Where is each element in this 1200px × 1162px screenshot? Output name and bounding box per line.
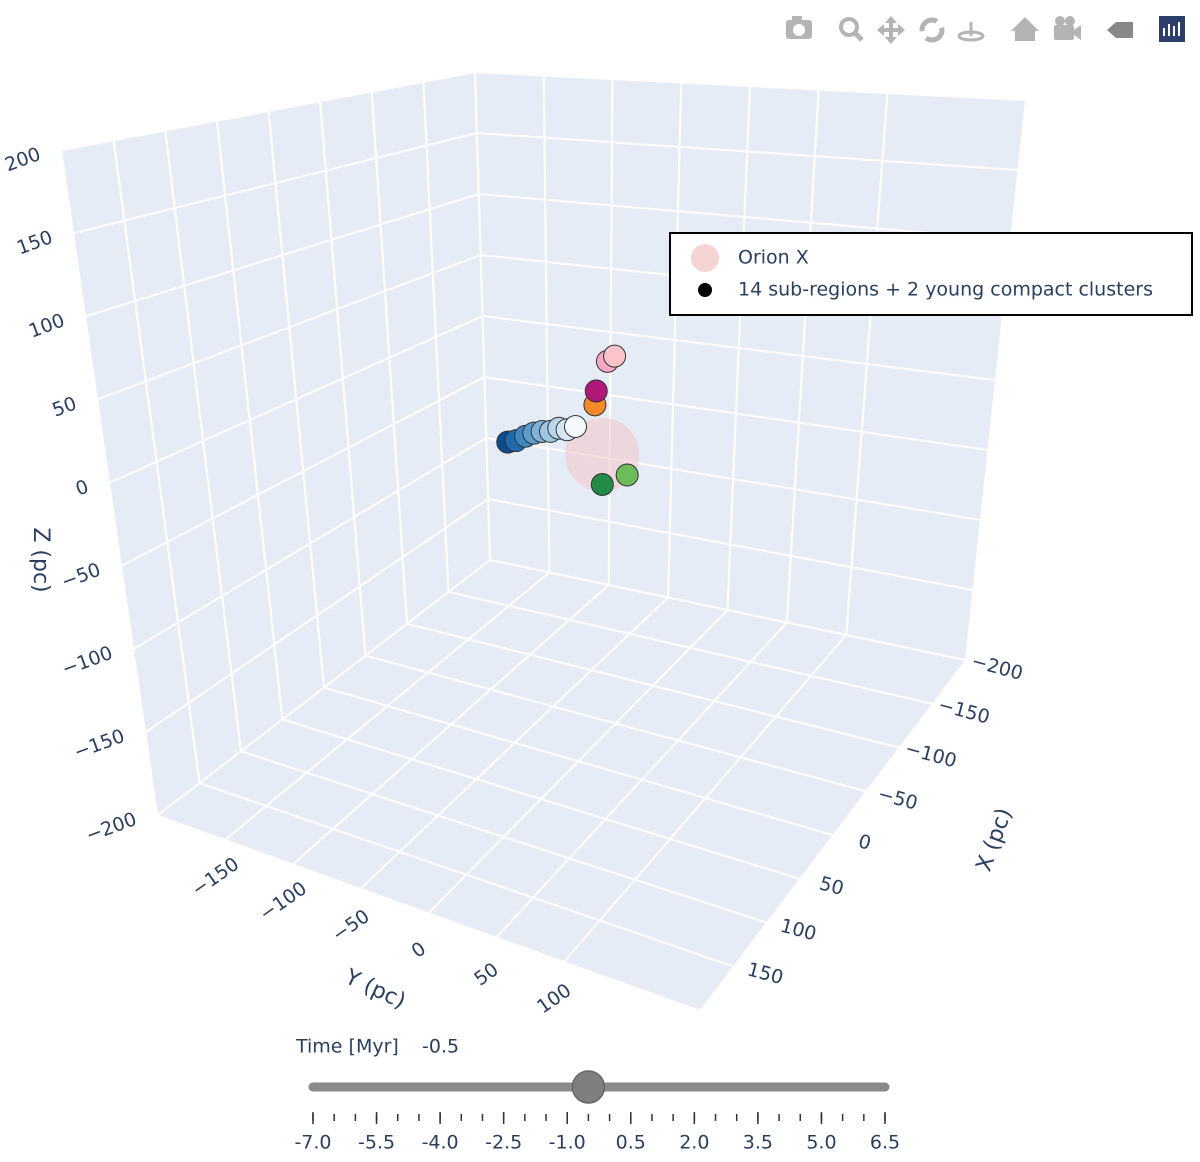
slider-tick-label: 2.0	[679, 1132, 709, 1154]
slider-tick-label: -5.5	[358, 1132, 395, 1154]
default-camera-button[interactable]	[1054, 16, 1081, 40]
zoom-button[interactable]	[839, 17, 864, 42]
grid-line	[496, 621, 788, 938]
x-tick-label: −50	[876, 783, 920, 815]
pan-button[interactable]	[877, 16, 905, 44]
turntable-button[interactable]	[957, 22, 985, 42]
y-tick-label: 0	[407, 938, 430, 963]
point	[615, 463, 639, 487]
slider-tick-label: 3.5	[743, 1132, 773, 1154]
grid-line	[133, 437, 487, 650]
x-tick-label: 100	[778, 915, 819, 946]
y-tick-label: −150	[188, 853, 243, 901]
scene: −200−150−100−50050100150−150−100−5005010…	[2, 71, 1026, 1018]
x-tick-label: 0	[856, 830, 873, 854]
y-tick-label: 50	[470, 959, 502, 991]
grid-line	[85, 193, 480, 318]
slider-tick-label: -2.5	[485, 1132, 522, 1154]
legend: Orion X 14 sub-regions + 2 young compact…	[669, 232, 1193, 316]
slider-tick-label: -4.0	[422, 1132, 459, 1154]
home-button[interactable]	[1011, 17, 1039, 41]
legend-box	[669, 232, 1193, 316]
grid-line	[563, 634, 848, 962]
camera-button[interactable]	[786, 16, 812, 39]
slider-handle[interactable]	[571, 1070, 606, 1104]
grid-line	[360, 596, 669, 889]
grid-line	[476, 132, 1018, 171]
grid-line	[489, 559, 966, 661]
z-tick-label: −100	[59, 642, 116, 681]
z-tick-label: −200	[83, 808, 140, 847]
slider-current-value: -0.5	[422, 1036, 459, 1058]
x-tick-label: −150	[936, 694, 992, 729]
point	[584, 379, 608, 403]
slider: Time [Myr] -0.5 -7.0 -5.5 -4.0 -2.5 -1.0 0.5 2…	[294, 1036, 900, 1154]
hover-button[interactable]	[1107, 22, 1133, 38]
slider-tick-label: 5.0	[806, 1132, 836, 1154]
grid-line	[292, 584, 610, 865]
floor	[158, 560, 965, 1010]
slider-tick-label: -1.0	[549, 1132, 586, 1154]
orbit-button[interactable]	[919, 17, 945, 43]
y-axis-title: Y (pc)	[340, 964, 409, 1014]
x-axis-title: X (pc)	[972, 805, 1018, 875]
grid-line	[97, 254, 481, 401]
grid-line	[428, 609, 729, 914]
grid-line	[61, 71, 476, 151]
legend-label: 14 sub-regions + 2 young compact cluster…	[738, 279, 1153, 301]
modebar	[786, 16, 1185, 44]
grid-line	[474, 71, 1026, 101]
x-tick-label: 150	[745, 958, 786, 989]
y-tick-label: −100	[256, 877, 311, 925]
z-tick-label: −150	[71, 725, 128, 764]
grid-line	[484, 376, 988, 451]
z-axis-title: Z (pc)	[28, 527, 53, 592]
point	[563, 414, 587, 438]
grid-line	[145, 498, 489, 733]
z-tick-label: 0	[73, 476, 92, 501]
slider-tick-label: -7.0	[294, 1132, 331, 1154]
grid-line	[482, 315, 996, 381]
y-tick-label: −50	[328, 905, 373, 946]
legend-marker	[691, 244, 719, 272]
slider-tick-label: 6.5	[870, 1132, 900, 1154]
slider-label: Time [Myr]	[295, 1036, 399, 1058]
grid-line	[157, 559, 491, 816]
z-tick-label: 50	[49, 393, 79, 422]
grid-line	[73, 132, 478, 235]
back-wall	[475, 72, 1025, 660]
point	[590, 472, 614, 496]
y-tick-label: 100	[533, 979, 575, 1018]
x-tick-label: −200	[969, 650, 1025, 685]
z-tick-label: 100	[26, 309, 68, 342]
legend-label: Orion X	[738, 247, 809, 269]
x-tick-label: 50	[817, 873, 846, 901]
z-tick-label: −50	[58, 559, 103, 593]
grid-line	[225, 571, 551, 841]
legend-marker	[698, 283, 712, 297]
plotly-logo[interactable]	[1159, 16, 1185, 42]
slider-tick-label: 0.5	[616, 1132, 646, 1154]
grid-line	[121, 376, 485, 567]
grid-line	[109, 315, 483, 484]
point	[603, 344, 627, 368]
x-tick-label: −100	[903, 738, 959, 773]
z-tick-label: 200	[2, 143, 44, 176]
grid-line	[487, 498, 973, 591]
z-tick-label: 150	[14, 226, 56, 259]
